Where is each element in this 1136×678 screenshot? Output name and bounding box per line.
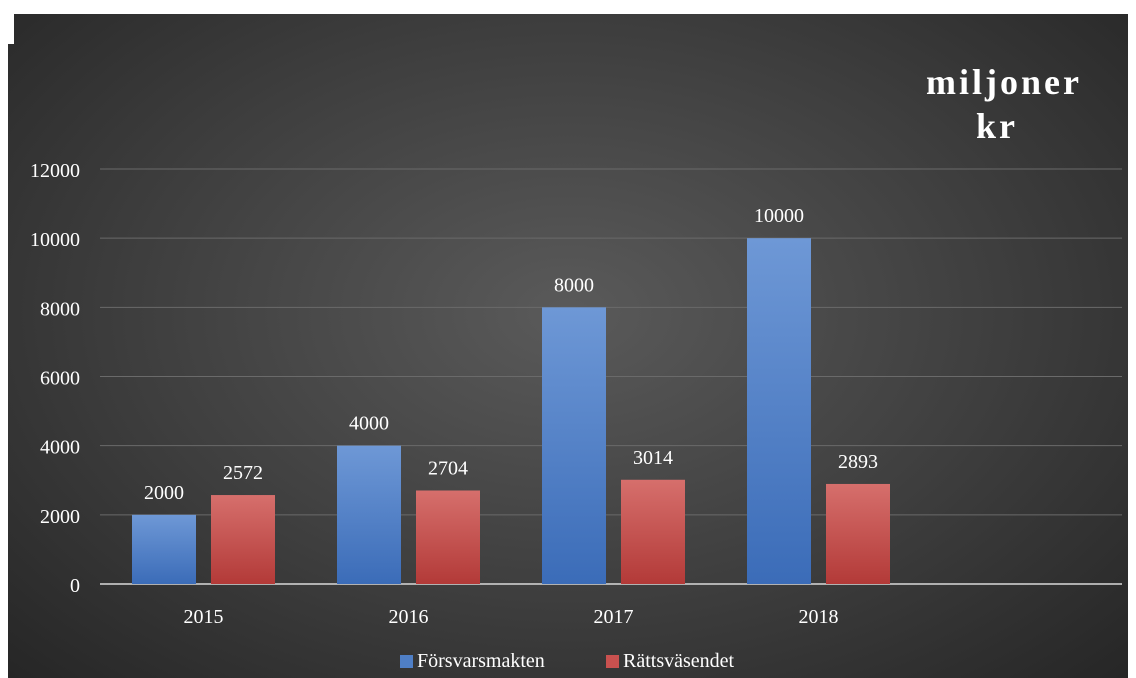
data-label: 2704: [428, 457, 468, 479]
y-tick-label: 4000: [40, 437, 80, 459]
legend-label: Försvarsmakten: [417, 650, 545, 672]
chart-area: miljoner kr 0 2000 4000 6000 8000 10000 12000 …: [8, 14, 1128, 678]
legend-swatch-försvarsmakten: [400, 655, 413, 668]
data-label: 4000: [349, 413, 389, 435]
y-tick-label: 10000: [30, 229, 80, 251]
y-tick-label: 6000: [40, 368, 80, 390]
data-label: 2000: [144, 482, 184, 504]
y-tick-label: 8000: [40, 298, 80, 320]
bar-försvarsmakten-2017: [542, 307, 606, 584]
bar-rättsväsendet-2017: [621, 479, 685, 584]
chart-title-line-2: kr: [976, 106, 1018, 146]
y-tick-label: 0: [70, 575, 80, 597]
chart-title-line-1: miljoner: [926, 62, 1082, 102]
corner-notch: [8, 14, 14, 44]
data-label: 2572: [223, 462, 263, 484]
legend: Försvarsmakten Rättsväsendet: [400, 650, 735, 672]
x-tick-label: 2017: [594, 606, 634, 628]
x-tick-label: 2018: [799, 606, 839, 628]
x-tick-label: 2016: [389, 606, 429, 628]
y-tick-label: 2000: [40, 506, 80, 528]
bars: [132, 238, 890, 584]
bar-chart: miljoner kr 020004000600080001000012000 …: [30, 62, 1122, 672]
bar-försvarsmakten-2018: [747, 238, 811, 584]
data-label: 8000: [554, 274, 594, 296]
bar-försvarsmakten-2016: [337, 445, 401, 584]
bar-rättsväsendet-2018: [826, 483, 890, 584]
y-axis-ticks: 0 2000 4000 6000 8000 10000 12000: [30, 160, 80, 597]
x-axis-ticks: 2015 2016 2017 2018: [184, 606, 839, 628]
bar-försvarsmakten-2015: [132, 514, 196, 584]
legend-swatch-rättsväsendet: [606, 655, 619, 668]
bar-rättsväsendet-2015: [211, 495, 275, 584]
x-tick-label: 2015: [184, 606, 224, 628]
legend-label: Rättsväsendet: [623, 650, 735, 672]
data-labels: 2000 2572 4000 2704 8000 3014 10000 2893: [144, 205, 878, 504]
data-label: 2893: [838, 451, 878, 473]
y-tick-label: 12000: [30, 160, 80, 182]
data-label: 10000: [754, 205, 804, 227]
data-label: 3014: [633, 447, 673, 469]
bar-rättsväsendet-2016: [416, 490, 480, 584]
